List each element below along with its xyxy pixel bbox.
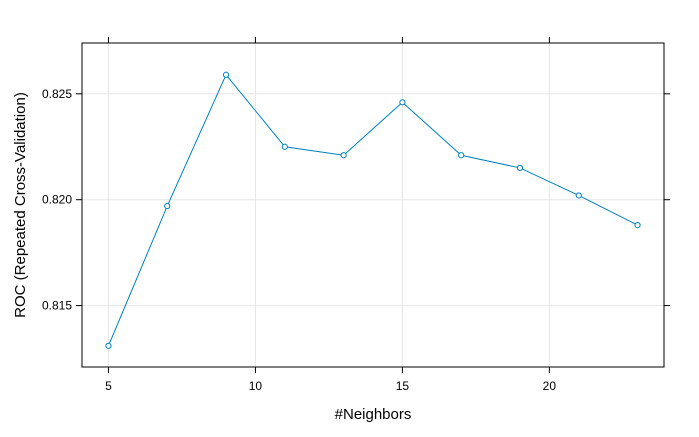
x-tick-label: 10 (249, 379, 263, 393)
y-tick-label: 0.820 (42, 193, 72, 207)
grid-layer (82, 43, 664, 367)
data-point (399, 99, 406, 106)
series-layer (105, 71, 641, 349)
x-tick-label: 15 (396, 379, 410, 393)
x-tick-label: 5 (105, 379, 112, 393)
y-tick-label: 0.815 (42, 299, 72, 313)
data-point (340, 152, 347, 159)
data-point (458, 152, 465, 159)
x-tick-label: 20 (543, 379, 557, 393)
data-point (105, 342, 112, 349)
data-point (634, 222, 641, 229)
series-line (107, 73, 638, 347)
data-point (575, 192, 582, 199)
data-point (222, 71, 230, 78)
data-point (516, 164, 524, 172)
x-axis-title: #Neighbors (335, 406, 412, 423)
y-axis-title: ROC (Repeated Cross-Validation) (12, 92, 29, 318)
ticks-layer: 5 10 15 20 0.815 0.820 0.825 (42, 37, 670, 393)
y-tick-label: 0.825 (42, 87, 72, 101)
data-point (281, 143, 288, 150)
plot-frame (81, 42, 665, 368)
data-point (164, 202, 171, 210)
